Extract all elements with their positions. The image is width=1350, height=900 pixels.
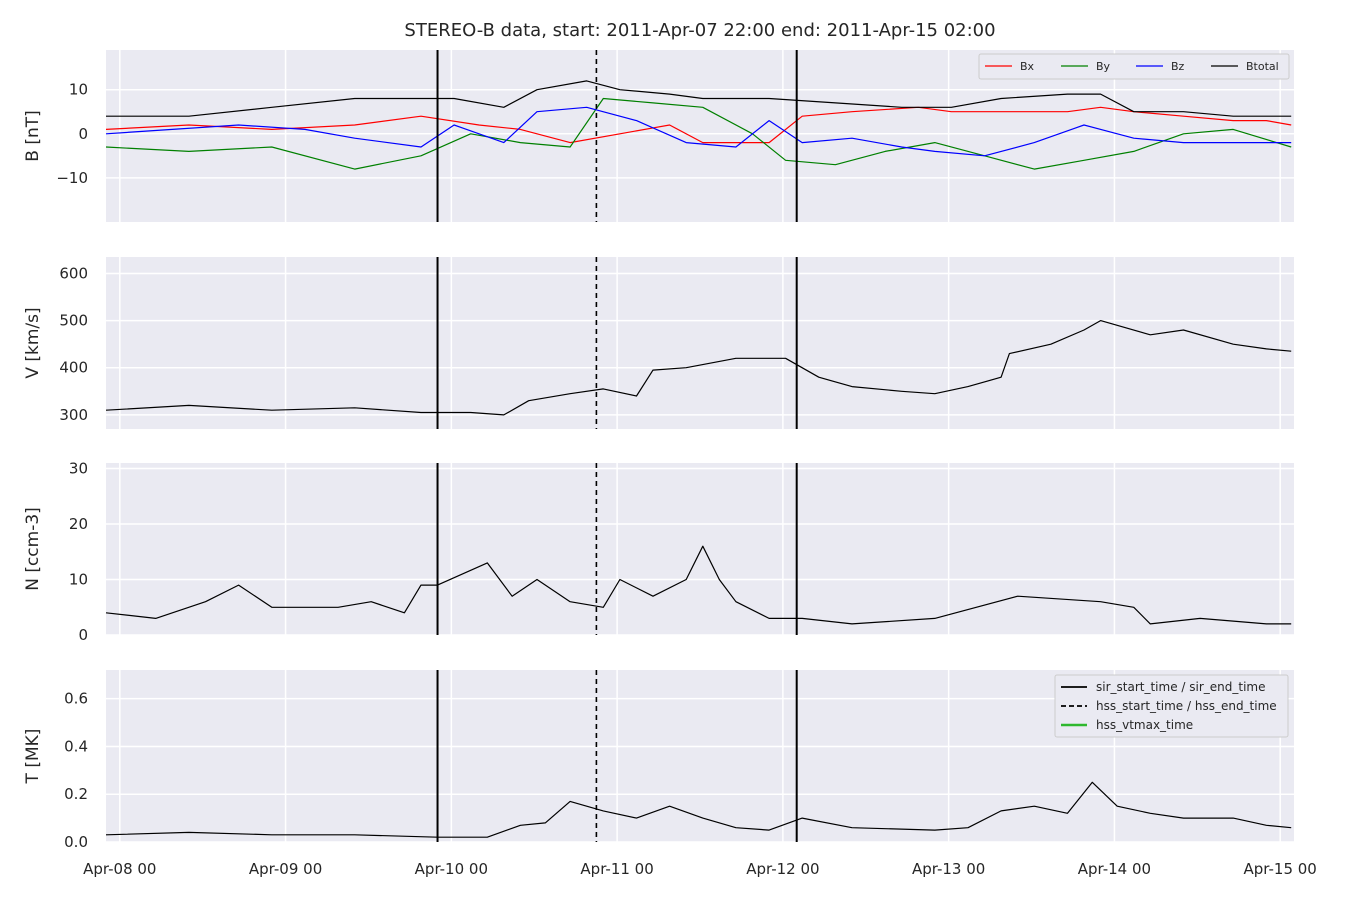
- legend-label: Bx: [1020, 60, 1035, 73]
- legend-label: sir_start_time / sir_end_time: [1096, 680, 1266, 694]
- legend-label: hss_start_time / hss_end_time: [1096, 699, 1277, 713]
- y-tick-label: 0.6: [64, 690, 88, 708]
- series-n: [105, 545, 1292, 625]
- plot-area-V: [106, 257, 1294, 429]
- y-axis-label: B [nT]: [23, 110, 43, 162]
- series-t: [105, 781, 1292, 838]
- y-tick-label: 500: [59, 312, 88, 330]
- series-bx: [105, 106, 1292, 144]
- y-tick-label: 20: [69, 515, 88, 533]
- legend-label: Btotal: [1246, 60, 1279, 73]
- x-tick-label: Apr-08 00: [83, 860, 156, 878]
- y-tick-label: 600: [59, 264, 88, 282]
- series-v: [105, 320, 1292, 416]
- y-tick-label: 0.4: [64, 737, 88, 755]
- x-tick-label: Apr-10 00: [415, 860, 488, 878]
- x-tick-label: Apr-11 00: [580, 860, 653, 878]
- y-tick-label: 0.0: [64, 833, 88, 851]
- legend-label: hss_vtmax_time: [1096, 718, 1193, 732]
- series-btotal: [106, 80, 1292, 117]
- x-tick-label: Apr-13 00: [912, 860, 985, 878]
- panel-V: 600 500 400 300 V [km/s]: [23, 257, 1294, 429]
- y-tick-label: 300: [59, 406, 88, 424]
- legend-box: [1054, 674, 1289, 738]
- x-tick-label: Apr-14 00: [1078, 860, 1151, 878]
- y-tick-label: 400: [59, 359, 88, 377]
- legend-b: Bx By Bz Btotal: [978, 53, 1290, 80]
- plot-area-N: [106, 463, 1294, 635]
- y-tick-label: 10: [69, 81, 88, 99]
- chart-title: STEREO-B data, start: 2011-Apr-07 22:00 …: [404, 20, 995, 41]
- y-tick-label: 0: [78, 125, 88, 143]
- x-tick-label: Apr-09 00: [249, 860, 322, 878]
- legend-label: Bz: [1171, 60, 1185, 73]
- x-tick-label: Apr-12 00: [746, 860, 819, 878]
- y-tick-label: 10: [69, 571, 88, 589]
- x-tick-label: Apr-15 00: [1244, 860, 1317, 878]
- x-axis-ticks: Apr-08 00 Apr-09 00 Apr-10 00 Apr-11 00 Apr-…: [83, 860, 1317, 878]
- panel-T: 0.6 0.4 0.2 0.0 T [MK] sir_start_time / sir_e…: [23, 670, 1294, 851]
- panel-B: 10 0 −10 B [nT] Bx By Bz Btotal: [23, 50, 1294, 222]
- legend-events: sir_start_time / sir_end_time hss_start_t…: [1054, 674, 1289, 738]
- legend-box: [978, 53, 1290, 80]
- y-tick-label: −10: [56, 169, 88, 187]
- y-tick-label: 0: [78, 626, 88, 644]
- y-axis-label: V [km/s]: [23, 307, 43, 378]
- y-axis-label: T [MK]: [23, 729, 43, 785]
- series-bz: [105, 106, 1292, 157]
- y-tick-label: 30: [69, 460, 88, 478]
- y-tick-label: 0.2: [64, 785, 88, 803]
- y-axis-label: N [ccm-3]: [23, 507, 43, 591]
- legend-label: By: [1096, 60, 1111, 73]
- panel-N: 30 20 10 0 N [ccm-3]: [23, 460, 1294, 644]
